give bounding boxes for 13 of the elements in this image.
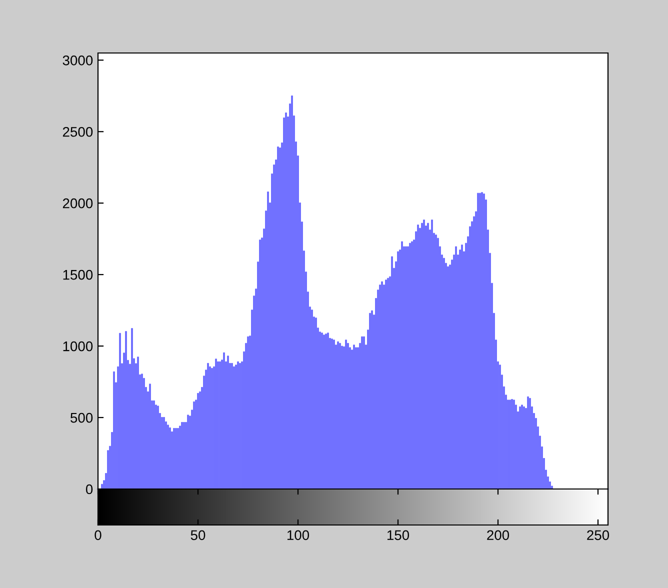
x-tick-label: 200 <box>487 530 510 540</box>
y-tick-label: 1000 <box>63 341 93 352</box>
y-tick-label: 3000 <box>62 55 93 66</box>
x-tick-label: 50 <box>190 530 206 540</box>
x-tick-label: 250 <box>587 530 610 540</box>
y-tick-label: 1500 <box>63 270 93 280</box>
y-tick-label: 0 <box>86 484 93 494</box>
y-tick-label: 2500 <box>62 126 93 137</box>
y-tick-label: 500 <box>70 412 93 423</box>
x-tick-label: 100 <box>287 530 310 540</box>
x-tick-label: 150 <box>387 530 410 540</box>
x-tick-label: 0 <box>94 530 102 540</box>
y-tick-label: 2000 <box>62 198 93 208</box>
